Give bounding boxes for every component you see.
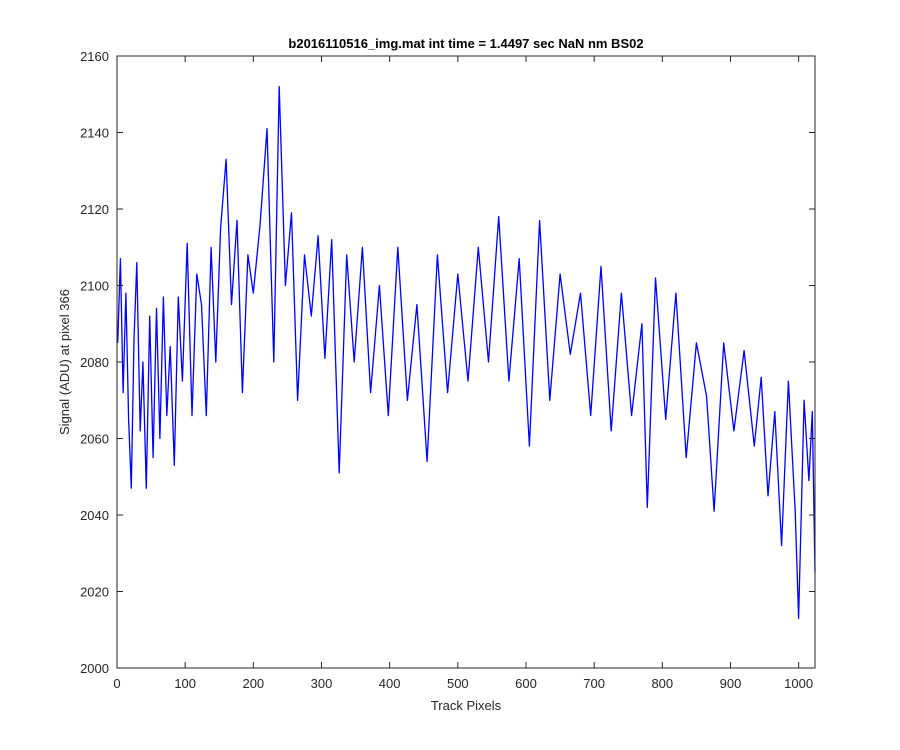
chart-title: b2016110516_img.mat int time = 1.4497 se…	[288, 36, 643, 51]
y-tick-label: 2120	[80, 202, 109, 217]
y-tick-label: 2000	[80, 661, 109, 676]
x-tick-label: 500	[447, 676, 469, 691]
x-tick-label: 800	[651, 676, 673, 691]
x-tick-label: 600	[515, 676, 537, 691]
y-tick-label: 2040	[80, 508, 109, 523]
x-tick-label: 0	[113, 676, 120, 691]
x-tick-label: 300	[311, 676, 333, 691]
x-tick-label: 200	[242, 676, 264, 691]
y-axis: 2000 2020 2040 2060 2080 2100 2120 2140 2160	[80, 49, 815, 676]
y-tick-label: 2100	[80, 279, 109, 294]
series-layer	[117, 85, 816, 619]
x-tick-label: 100	[174, 676, 196, 691]
x-axis: 0 100 200 300 400 500 600 700 800 900 1000	[113, 56, 813, 691]
x-axis-label: Track Pixels	[431, 698, 502, 713]
y-tick-label: 2140	[80, 126, 109, 141]
series-line-0	[117, 85, 816, 619]
x-tick-label: 1000	[784, 676, 813, 691]
y-axis-label: Signal (ADU) at pixel 366	[57, 289, 72, 435]
x-tick-label: 900	[720, 676, 742, 691]
x-tick-label: 400	[379, 676, 401, 691]
y-tick-label: 2020	[80, 585, 109, 600]
x-tick-label: 700	[583, 676, 605, 691]
y-tick-label: 2060	[80, 432, 109, 447]
y-tick-label: 2160	[80, 49, 109, 64]
y-tick-label: 2080	[80, 355, 109, 370]
